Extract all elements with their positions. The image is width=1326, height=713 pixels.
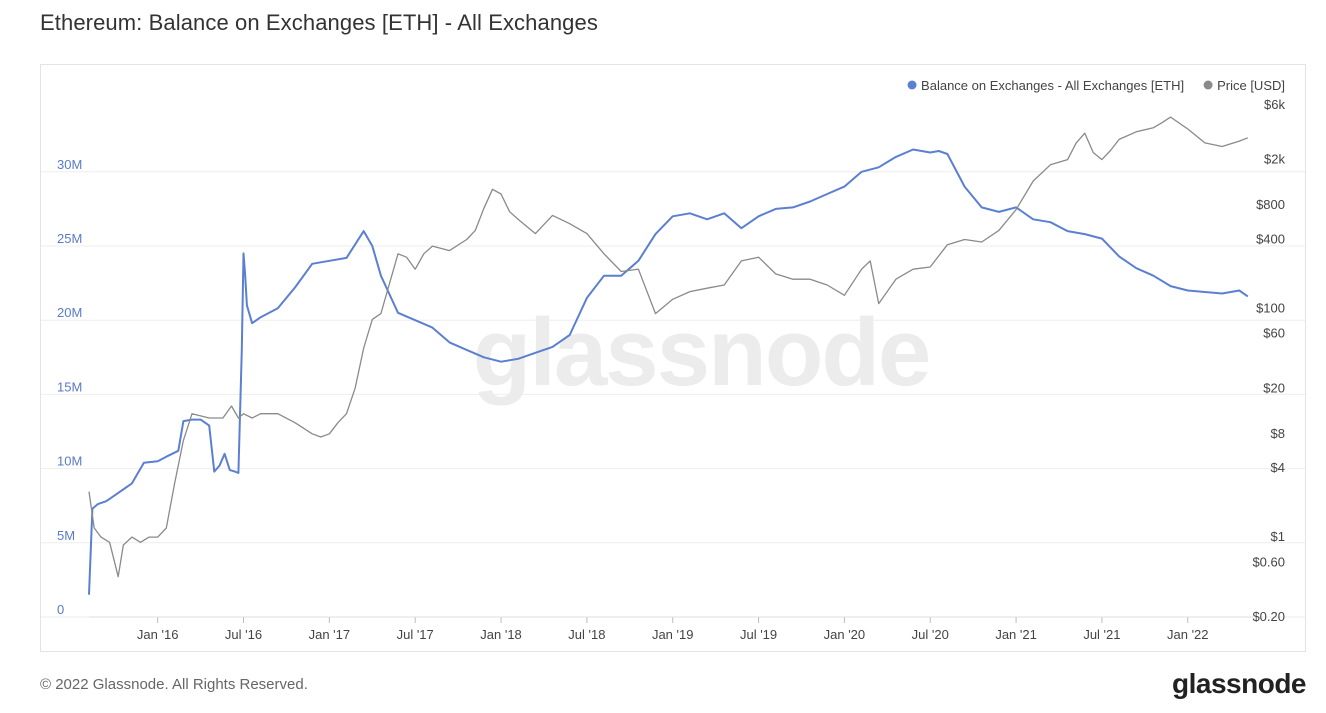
right-tick-label: $4	[1271, 460, 1285, 475]
legend-label: Balance on Exchanges - All Exchanges [ET…	[921, 78, 1184, 93]
x-tick-label: Jul '21	[1083, 627, 1120, 642]
x-axis: Jan '16 Jul '16 Jan '17 Jul '17 Jan '18 Jul '…	[89, 616, 1253, 642]
left-tick-label: 25M	[57, 231, 82, 246]
left-tick-label: 20M	[57, 305, 82, 320]
legend-dot	[1203, 80, 1213, 90]
x-tick-label: Jan '19	[652, 627, 694, 642]
left-tick-label: 15M	[57, 379, 82, 394]
left-tick-label: 5M	[57, 528, 75, 543]
price-line	[88, 116, 1249, 578]
series-layer	[88, 116, 1249, 595]
left-tick-label: 10M	[57, 454, 82, 469]
x-tick-label: Jul '16	[225, 627, 262, 642]
x-tick-label: Jul '20	[912, 627, 949, 642]
left-axis: 0 5M 10M 15M 20M 25M 30M	[57, 157, 82, 617]
balance-line	[88, 148, 1249, 595]
right-tick-label: $800	[1256, 197, 1285, 212]
legend-label: Price [USD]	[1217, 78, 1285, 93]
right-tick-label: $20	[1263, 380, 1285, 395]
left-tick-label: 30M	[57, 157, 82, 172]
right-tick-label: $0.20	[1252, 609, 1285, 624]
x-tick-label: Jan '20	[824, 627, 866, 642]
right-tick-label: $1	[1271, 529, 1285, 544]
right-tick-label: $8	[1271, 426, 1285, 441]
x-tick-label: Jul '19	[740, 627, 777, 642]
chart-container: glassnode 0 5M 10M 15M 20M 25M 30M $0.20 $0.60 $…	[40, 64, 1306, 652]
brand-logo[interactable]: glassnode	[1172, 668, 1306, 699]
right-axis: $0.20 $0.60 $1 $4 $8 $20 $60 $100 $400 $800 $2k $6k	[1252, 97, 1285, 624]
x-tick-label: Jul '18	[568, 627, 605, 642]
right-tick-label: $0.60	[1252, 554, 1285, 569]
copyright-text: © 2022 Glassnode. All Rights Reserved.	[40, 676, 308, 693]
x-tick-label: Jan '16	[137, 627, 179, 642]
right-tick-label: $2k	[1264, 152, 1285, 167]
x-tick-label: Jan '17	[309, 627, 351, 642]
right-tick-label: $6k	[1264, 97, 1285, 112]
page-title: Ethereum: Balance on Exchanges [ETH] - A…	[40, 10, 598, 35]
right-tick-label: $400	[1256, 231, 1285, 246]
legend: Price [USD] Balance on Exchanges - All Ex…	[907, 78, 1285, 93]
legend-dot	[907, 80, 917, 90]
x-tick-label: Jan '21	[995, 627, 1037, 642]
x-tick-label: Jan '22	[1167, 627, 1209, 642]
right-tick-label: $100	[1256, 300, 1285, 315]
x-tick-label: Jan '18	[480, 627, 522, 642]
right-tick-label: $60	[1263, 326, 1285, 341]
x-tick-label: Jul '17	[397, 627, 434, 642]
left-tick-label: 0	[57, 602, 64, 617]
watermark: glassnode	[473, 299, 930, 406]
